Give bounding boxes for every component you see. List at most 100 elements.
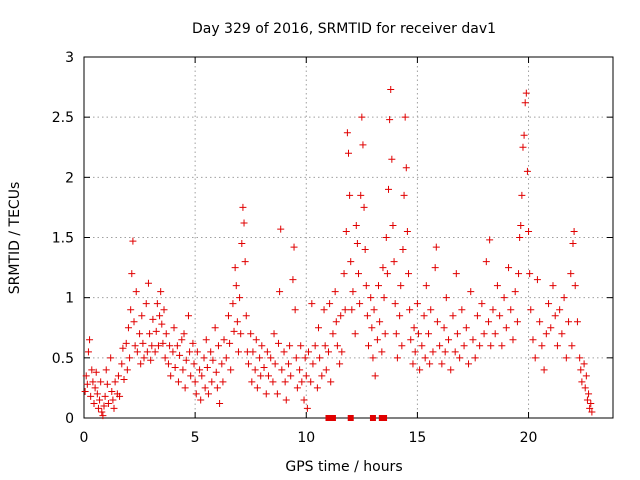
x-tick-label: 15 bbox=[408, 430, 426, 446]
data-point bbox=[213, 384, 221, 392]
data-point bbox=[538, 342, 546, 350]
data-point bbox=[362, 282, 370, 290]
data-point bbox=[489, 306, 497, 314]
data-point bbox=[476, 342, 484, 350]
data-point bbox=[157, 288, 165, 296]
data-point bbox=[523, 167, 531, 175]
y-tick-label: 2 bbox=[65, 170, 74, 186]
data-point bbox=[491, 330, 499, 338]
data-point bbox=[525, 227, 533, 235]
data-point bbox=[100, 402, 108, 410]
data-point bbox=[445, 336, 453, 344]
data-point bbox=[471, 354, 479, 362]
data-point bbox=[388, 155, 396, 163]
data-point bbox=[531, 354, 539, 362]
data-point bbox=[232, 282, 240, 290]
data-point bbox=[227, 366, 235, 374]
data-point bbox=[505, 264, 513, 272]
data-point bbox=[189, 339, 197, 347]
y-axis-label: SRMTID / TECUs bbox=[7, 182, 23, 295]
data-point bbox=[107, 354, 115, 362]
data-point bbox=[422, 282, 430, 290]
data-point bbox=[114, 372, 122, 380]
data-point bbox=[517, 221, 525, 229]
data-point bbox=[327, 378, 335, 386]
data-point bbox=[359, 141, 367, 149]
data-point bbox=[405, 270, 413, 278]
data-point bbox=[456, 354, 464, 362]
data-point bbox=[522, 89, 530, 97]
data-point bbox=[397, 282, 405, 290]
data-point bbox=[140, 354, 148, 362]
data-point bbox=[111, 378, 119, 386]
data-point bbox=[214, 342, 222, 350]
data-point bbox=[582, 372, 590, 380]
data-point bbox=[237, 330, 245, 338]
data-point bbox=[196, 366, 204, 374]
data-point bbox=[138, 312, 146, 320]
data-point bbox=[176, 351, 184, 359]
data-point bbox=[247, 330, 255, 338]
data-point bbox=[338, 348, 346, 356]
data-point bbox=[460, 342, 468, 350]
data-point bbox=[270, 330, 278, 338]
data-point bbox=[173, 342, 181, 350]
data-point bbox=[170, 324, 178, 332]
data-point bbox=[386, 116, 394, 124]
data-point bbox=[560, 294, 568, 302]
data-point bbox=[360, 203, 368, 211]
data-point bbox=[182, 356, 190, 364]
data-point bbox=[571, 282, 579, 290]
data-point bbox=[373, 336, 381, 344]
data-point bbox=[181, 384, 189, 392]
data-point bbox=[311, 342, 319, 350]
data-point bbox=[274, 339, 282, 347]
data-point bbox=[586, 404, 594, 412]
data-point bbox=[110, 404, 118, 412]
data-point bbox=[337, 312, 345, 320]
data-point bbox=[329, 330, 337, 338]
data-point bbox=[482, 258, 490, 266]
data-point bbox=[342, 227, 350, 235]
data-point bbox=[234, 348, 242, 356]
data-point bbox=[465, 360, 473, 368]
gap-marker bbox=[329, 415, 336, 421]
data-point bbox=[103, 380, 111, 388]
x-axis-label: GPS time / hours bbox=[285, 459, 402, 475]
data-point bbox=[269, 378, 277, 386]
data-point bbox=[321, 342, 329, 350]
data-point bbox=[440, 324, 448, 332]
data-point bbox=[289, 276, 297, 284]
data-point bbox=[521, 99, 529, 107]
data-point bbox=[393, 354, 401, 362]
data-point bbox=[382, 234, 390, 241]
data-point bbox=[562, 354, 570, 362]
data-point bbox=[451, 348, 459, 356]
y-tick-label: 3 bbox=[65, 50, 74, 66]
data-point bbox=[159, 339, 167, 347]
data-point bbox=[341, 306, 349, 314]
data-point bbox=[576, 354, 584, 362]
data-point bbox=[290, 243, 298, 251]
x-tick-label: 0 bbox=[80, 430, 89, 446]
data-point bbox=[276, 288, 284, 296]
data-point bbox=[144, 279, 152, 287]
data-point bbox=[264, 372, 272, 380]
data-point bbox=[369, 354, 377, 362]
data-point bbox=[207, 348, 215, 356]
data-point bbox=[164, 360, 172, 368]
data-point bbox=[82, 372, 90, 380]
data-point bbox=[352, 221, 360, 229]
data-point bbox=[88, 366, 96, 374]
data-point bbox=[449, 312, 457, 320]
data-point bbox=[473, 312, 481, 320]
data-point bbox=[142, 300, 150, 308]
data-point bbox=[83, 380, 91, 388]
data-point bbox=[126, 354, 134, 362]
data-point bbox=[413, 300, 421, 308]
data-point bbox=[379, 264, 387, 272]
data-point bbox=[401, 113, 409, 121]
data-point bbox=[131, 342, 139, 350]
data-point bbox=[340, 270, 348, 278]
data-point bbox=[92, 368, 100, 376]
